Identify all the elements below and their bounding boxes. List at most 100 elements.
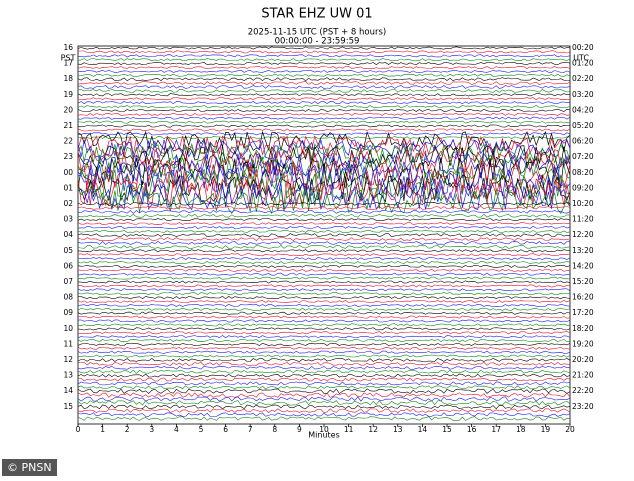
trace <box>77 338 571 343</box>
trace <box>77 381 571 386</box>
trace <box>77 186 571 215</box>
trace <box>77 253 571 257</box>
trace <box>77 280 571 284</box>
x-tick-label: 11 <box>344 425 354 434</box>
time-range: 00:00:00 - 23:59:59 <box>275 37 360 47</box>
trace <box>77 276 571 280</box>
left-hour-label: 08 <box>63 293 73 302</box>
right-time-label: 00:20 <box>572 43 594 52</box>
trace <box>77 272 571 276</box>
left-hour-label: 13 <box>63 371 73 380</box>
right-time-label: 06:20 <box>572 137 594 146</box>
x-tick-label: 10 <box>319 425 329 434</box>
right-time-label: 12:20 <box>572 230 594 239</box>
trace <box>77 288 571 292</box>
trace <box>77 54 571 58</box>
x-tick-label: 2 <box>125 425 130 434</box>
trace <box>77 327 571 331</box>
trace <box>77 404 571 410</box>
trace <box>77 311 571 315</box>
left-hour-label: 06 <box>63 261 73 270</box>
trace <box>77 89 571 93</box>
trace <box>77 315 571 319</box>
trace <box>77 346 571 350</box>
left-hour-label: 23 <box>63 152 73 161</box>
left-hour-label: 17 <box>63 59 73 68</box>
left-hour-label: 04 <box>63 230 73 239</box>
trace <box>77 233 570 238</box>
trace <box>77 112 571 116</box>
right-time-label: 14:20 <box>572 261 594 270</box>
right-time-label: 20:20 <box>572 355 594 364</box>
trace <box>77 307 571 311</box>
left-hour-label: 10 <box>63 324 73 333</box>
left-hour-label: 09 <box>63 308 73 317</box>
trace <box>77 257 571 261</box>
trace <box>77 268 571 272</box>
trace <box>77 303 571 307</box>
left-hour-label: 11 <box>63 339 73 348</box>
x-tick-label: 13 <box>393 425 403 434</box>
trace <box>77 120 571 124</box>
chart-title: STAR EHZ UW 01 <box>261 7 372 22</box>
trace <box>77 209 571 214</box>
x-tick-label: 6 <box>223 425 228 434</box>
right-time-label: 17:20 <box>572 308 594 317</box>
trace <box>77 104 571 109</box>
x-tick-label: 8 <box>272 425 277 434</box>
left-hour-label: 00 <box>63 168 73 177</box>
trace <box>77 400 571 406</box>
trace <box>77 244 571 249</box>
x-tick-label: 7 <box>248 425 253 434</box>
trace <box>77 81 571 85</box>
right-time-label: 08:20 <box>572 168 594 177</box>
right-time-label: 19:20 <box>572 339 594 348</box>
trace <box>77 85 571 89</box>
left-hour-label: 19 <box>63 90 73 99</box>
trace <box>77 159 571 194</box>
trace <box>78 377 571 382</box>
left-hour-label: 21 <box>63 121 73 130</box>
trace <box>77 354 571 358</box>
trace <box>78 284 571 288</box>
right-time-label: 09:20 <box>572 183 594 192</box>
right-time-label: 22:20 <box>572 386 594 395</box>
left-tz: PST <box>61 54 76 63</box>
trace <box>77 229 571 233</box>
trace <box>77 249 571 253</box>
trace <box>77 46 571 50</box>
trace <box>77 331 571 335</box>
trace <box>77 300 571 303</box>
trace <box>77 261 571 265</box>
trace <box>77 264 571 268</box>
x-tick-label: 19 <box>541 425 551 434</box>
left-hour-label: 14 <box>63 386 73 395</box>
trace <box>77 128 571 132</box>
right-time-label: 11:20 <box>572 215 594 224</box>
trace <box>77 361 571 366</box>
left-hour-label: 03 <box>63 215 73 224</box>
x-tick-label: 20 <box>565 425 575 434</box>
trace <box>77 241 570 245</box>
left-hour-label: 22 <box>63 137 73 146</box>
trace <box>77 385 571 390</box>
left-hour-label: 18 <box>63 74 73 83</box>
x-tick-label: 0 <box>76 425 81 434</box>
trace <box>77 222 571 226</box>
trace <box>77 62 571 66</box>
trace <box>77 358 571 362</box>
trace <box>77 101 570 105</box>
right-time-label: 23:20 <box>572 402 594 411</box>
x-tick-label: 16 <box>467 425 477 434</box>
trace <box>77 58 571 62</box>
trace <box>77 323 571 327</box>
trace <box>77 202 571 206</box>
left-hour-label: 15 <box>63 402 73 411</box>
trace <box>77 369 571 374</box>
watermark: © PNSN <box>2 459 57 476</box>
trace <box>77 396 571 402</box>
trace <box>77 136 571 140</box>
trace <box>77 177 571 207</box>
left-hour-label: 02 <box>63 199 73 208</box>
